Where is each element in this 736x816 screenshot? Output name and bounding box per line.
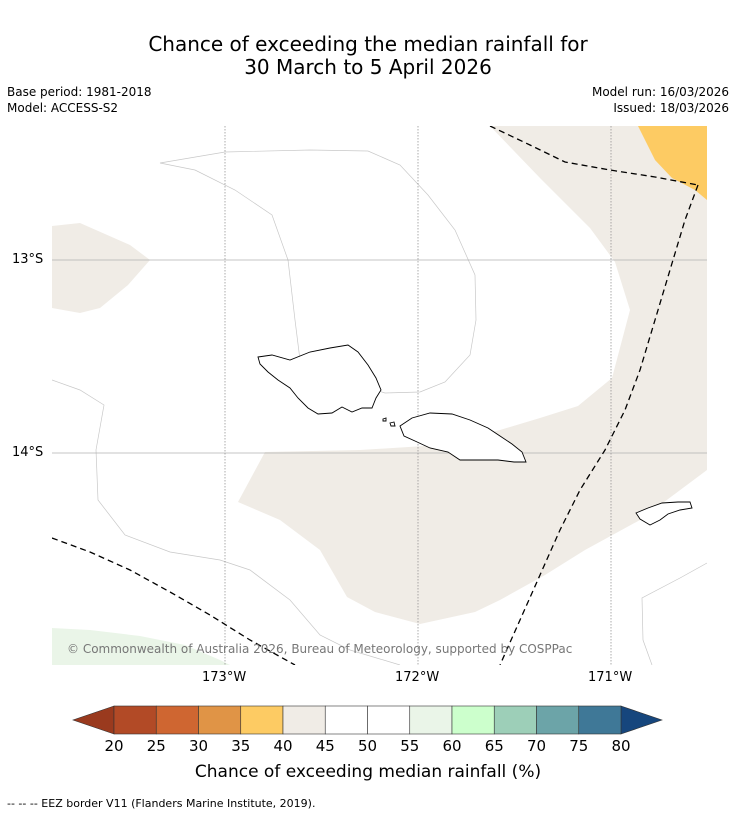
eez-border-north (489, 126, 699, 186)
colorbar-tick-label: 80 (611, 737, 631, 755)
colorbar-tick-label: 40 (273, 737, 293, 755)
colorbar-tick-label: 65 (484, 737, 504, 755)
issued-date: Issued: 18/03/2026 (613, 101, 729, 115)
lon-label-171w: 171°W (588, 670, 633, 685)
colorbar-swatch (155, 705, 199, 735)
island-apolima (382, 417, 387, 422)
colorbar-swatch (578, 705, 622, 735)
map-title-line2: 30 March to 5 April 2026 (244, 55, 492, 79)
colorbar-tick-label: 55 (400, 737, 420, 755)
eez-footnote: -- -- -- EEZ border V11 (Flanders Marine… (7, 797, 316, 810)
model-run: Model run: 16/03/2026 (591, 85, 729, 99)
copyright-notice: © Commonwealth of Australia 2026, Bureau… (67, 642, 573, 656)
colorbar-tick-label: 60 (442, 737, 462, 755)
base-period: Base period: 1981-2018 (7, 85, 152, 99)
lat-label-13s: 13°S (12, 252, 44, 267)
drier-region-northeast (638, 126, 707, 200)
colorbar-swatch (367, 705, 411, 735)
colorbar-tick-label: 25 (146, 737, 166, 755)
colorbar-swatch (198, 705, 242, 735)
colorbar-tick-label: 50 (357, 737, 378, 755)
colorbar-tick-label: 75 (569, 737, 589, 755)
colorbar-swatch (240, 705, 284, 735)
colorbar-over-arrow (620, 705, 663, 735)
colorbar-swatch (493, 705, 537, 735)
colorbar-swatch (409, 705, 453, 735)
eez-border-east (499, 184, 699, 665)
lon-label-172w: 172°W (395, 670, 440, 685)
colorbar-swatch (451, 705, 495, 735)
colorbar-tick-label: 45 (315, 737, 335, 755)
colorbar-tick-label: 20 (104, 737, 124, 755)
contour-line-east (641, 562, 707, 665)
colorbar-swatch (324, 705, 368, 735)
contour-line-north (159, 149, 477, 394)
lat-label-14s: 14°S (12, 445, 44, 460)
lon-label-173w: 173°W (202, 670, 247, 685)
colorbar-title: Chance of exceeding median rainfall (%) (194, 762, 542, 782)
colorbar-swatch (113, 705, 157, 735)
neutral-region-west (52, 223, 150, 313)
colorbar-tick-label: 30 (188, 737, 209, 755)
neutral-region-east (238, 126, 707, 624)
colorbar-swatch (536, 705, 580, 735)
wetter-region-southwest (52, 628, 230, 665)
model-name: Model: ACCESS-S2 (7, 101, 119, 115)
island-manono (389, 421, 396, 427)
colorbar-under-arrow (72, 705, 115, 735)
island-upolu (399, 412, 527, 463)
contour-line-west (52, 379, 401, 665)
eez-border-southwest (52, 537, 296, 665)
island-savaii (257, 344, 382, 415)
island-tutuila (635, 501, 693, 526)
colorbar-swatch (282, 705, 326, 735)
colorbar-tick-label: 70 (526, 737, 547, 755)
map-title-line1: Chance of exceeding the median rainfall … (148, 32, 588, 56)
colorbar-tick-label: 35 (231, 737, 251, 755)
